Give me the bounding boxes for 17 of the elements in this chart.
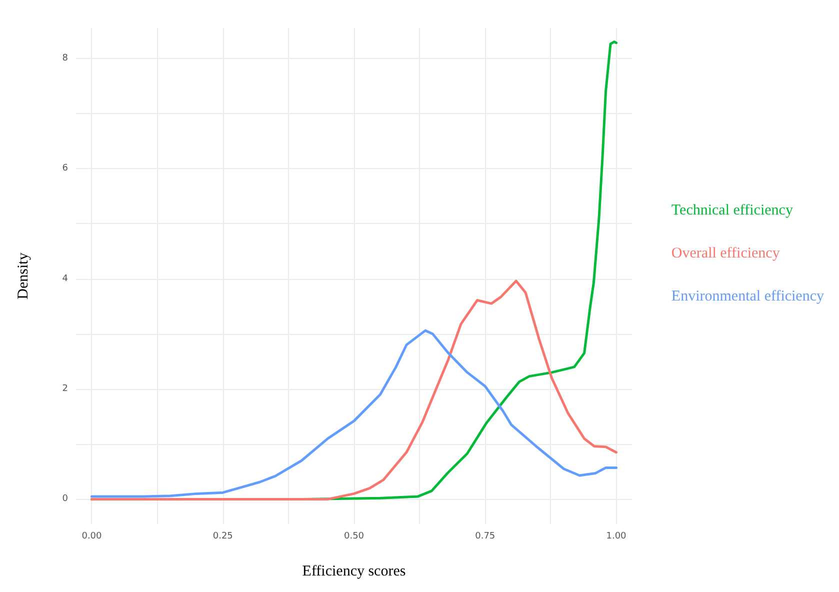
y-axis-title: Density (16, 252, 32, 300)
x-tick-label: 0.75 (475, 532, 496, 542)
text: Technical efficiency (671, 202, 794, 218)
x-tick-label: 0.00 (82, 532, 102, 542)
y-tick-label: 6 (62, 164, 68, 174)
x-tick-label: 1.00 (606, 532, 627, 542)
line-series (90, 280, 618, 500)
x-tick-label: 0.50 (344, 532, 364, 542)
line-series (90, 329, 618, 498)
y-tick-label: 8 (62, 53, 68, 64)
y-tick-label: 4 (62, 274, 68, 284)
text: Overall efficiency (671, 246, 780, 262)
y-tick-label: 0 (62, 494, 68, 504)
y-tick-label: 2 (62, 384, 68, 394)
x-axis-title: Efficiency scores (302, 564, 406, 580)
text: Environmental efficiency (671, 288, 824, 304)
x-tick-label: 0.25 (212, 532, 233, 542)
